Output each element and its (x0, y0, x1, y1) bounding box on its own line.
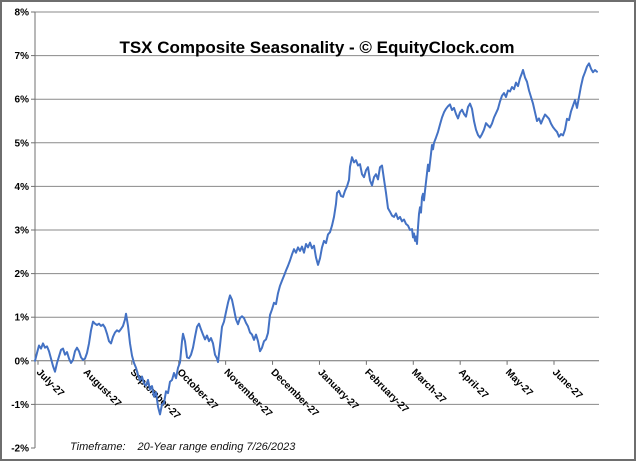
x-tick-label: June-27 (550, 367, 585, 402)
timeframe-note: Timeframe: 20-Year range ending 7/26/2023 (70, 441, 295, 453)
timeframe-value: 20-Year range ending 7/26/2023 (137, 441, 296, 453)
x-tick-label: February-27 (362, 367, 411, 416)
y-tick-label: 5% (15, 138, 30, 149)
x-tick-label: July-27 (34, 367, 66, 399)
y-tick-label: -2% (11, 444, 29, 455)
chart-title: TSX Composite Seasonality - © EquityCloc… (119, 38, 515, 57)
x-tick-label: October-27 (175, 367, 220, 412)
y-tick-label: 4% (15, 182, 30, 193)
x-tick-label: August-27 (81, 367, 124, 410)
x-tick-label: January-27 (315, 367, 360, 412)
x-tick-label: December-27 (268, 367, 321, 420)
y-tick-label: 6% (15, 95, 30, 106)
y-tick-label: 1% (15, 313, 30, 324)
x-tick-label: November-27 (222, 367, 275, 420)
x-tick-label: April-27 (456, 367, 490, 401)
y-tick-label: -1% (11, 400, 29, 411)
x-tick-label: May-27 (503, 367, 535, 399)
y-tick-label: 7% (15, 51, 30, 62)
y-tick-label: 3% (15, 226, 30, 237)
timeframe-label: Timeframe: (70, 441, 126, 453)
y-tick-label: 0% (15, 356, 30, 367)
y-tick-label: 2% (15, 269, 30, 280)
y-tick-label: 8% (15, 8, 30, 19)
x-tick-label: March-27 (409, 367, 448, 406)
series-line (34, 62, 598, 416)
